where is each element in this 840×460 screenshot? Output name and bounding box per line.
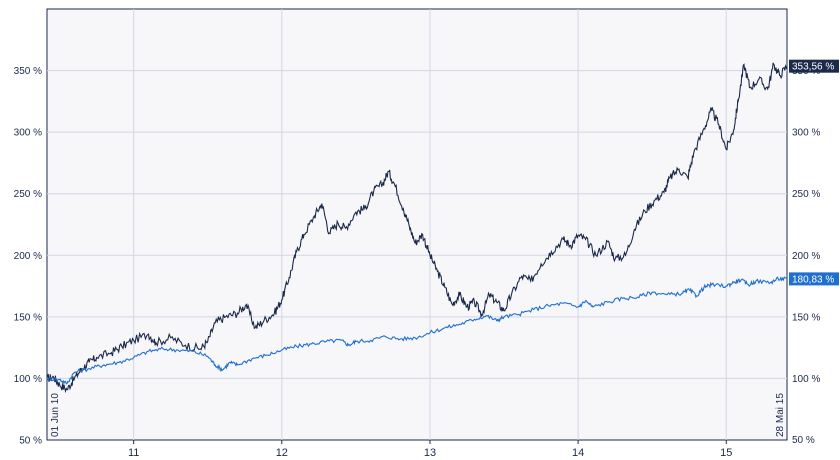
x-tick-label: 15 [720,447,732,459]
y-tick-label-right: 100 % [792,374,820,385]
y-tick-label-left: 150 % [14,312,42,323]
y-tick-label-right: 150 % [792,312,820,323]
series-lines [46,62,788,394]
last-value-tag-bg [789,272,839,286]
series-line-2 [46,276,788,385]
y-tick-label-left: 350 % [14,66,42,77]
y-tick-label-left: 50 % [19,436,42,447]
plot-area [46,8,788,441]
y-tick-label-right: 250 % [792,189,820,200]
end-date-label: 28 Mai 15 [775,393,786,437]
last-value-tags: 353,56 % 180,83 % [789,59,839,286]
start-date-label: 01 Jun 10 [50,393,61,437]
y-tick-label-right: 300 % [792,128,820,139]
y-tick-label-left: 100 % [14,374,42,385]
y-tick-label-left: 250 % [14,189,42,200]
x-tick-label: 13 [424,447,436,459]
x-tick-label: 14 [572,447,584,459]
last-value-tag-bg [789,59,839,73]
x-tick-label: 11 [128,447,139,459]
y-axis-left: 50 % 100 % 150 % 200 % 250 % 300 % 350 % [14,66,42,446]
y-tick-label-left: 300 % [14,128,42,139]
x-tick-label: 12 [276,447,288,459]
y-axis-right: 100 %150 %200 %250 %300 %350 %50 % [792,66,820,446]
y-tick-label-left: 200 % [14,251,42,262]
last-value-tag-2: 180,83 % [792,274,834,285]
last-value-tag-1: 353,56 % [792,62,834,73]
y-tick-label-right: 200 % [792,251,820,262]
grid [47,9,787,440]
y-tick-label-right: 50 % [792,435,815,446]
series-line-1 [46,62,788,394]
x-axis: 11 12 13 14 15 [128,440,732,459]
